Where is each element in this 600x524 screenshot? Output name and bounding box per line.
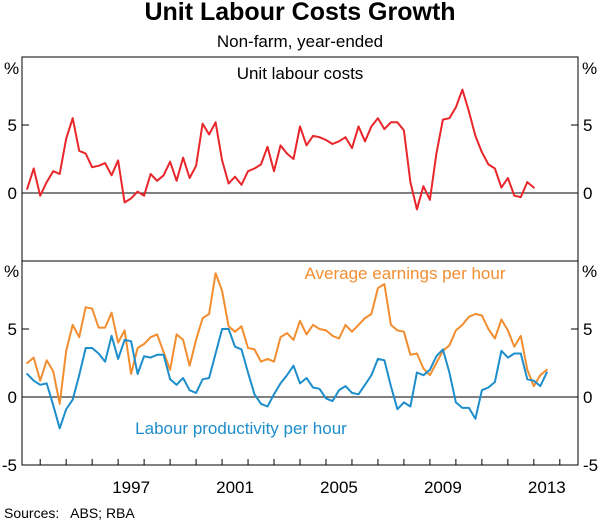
chart-title: Unit Labour Costs Growth — [144, 0, 455, 26]
bottom-ytick-label-right: 0 — [583, 388, 592, 407]
series-line-unit-labour-costs — [26, 88, 535, 211]
chart-subtitle: Non-farm, year-ended — [217, 32, 383, 51]
bottom-ytick-label-left: 5 — [8, 320, 17, 339]
xtick-label: 1997 — [112, 478, 150, 497]
source-note: Sources: ABS; RBA — [4, 505, 135, 521]
series-line-average-earnings-per-hour — [26, 272, 548, 405]
top-ytick-label-left: 0 — [8, 184, 17, 203]
bottom-ytick-label-right: -5 — [583, 456, 598, 475]
top-panel-frame — [21, 56, 579, 262]
top-ytick-label-right: 5 — [583, 116, 592, 135]
bottom-unit-right: % — [582, 262, 597, 281]
bottom-ytick-label-right: 5 — [583, 320, 592, 339]
series-line-labour-productivity-per-hour — [26, 328, 548, 430]
top-unit-right: % — [582, 59, 597, 78]
top-ytick-label-left: 5 — [8, 116, 17, 135]
annotation-labour-productivity: Labour productivity per hour — [135, 419, 347, 438]
bottom-ytick-label-left: 0 — [8, 388, 17, 407]
top-ytick-label-right: 0 — [583, 184, 592, 203]
annotation-average-earnings: Average earnings per hour — [305, 264, 506, 283]
xtick-label: 2001 — [216, 478, 254, 497]
bottom-unit-left: % — [4, 262, 19, 281]
xtick-label: 2013 — [528, 478, 566, 497]
label-layer: 0 0 5 5 -5 -5 0 0 5 5 1997 2001 2005 2009 2013 — [2, 116, 598, 497]
xtick-label: 2005 — [320, 478, 358, 497]
bottom-ytick-label-left: -5 — [2, 456, 17, 475]
grid-layer — [22, 124, 578, 466]
top-unit-left: % — [4, 59, 19, 78]
series-layer — [26, 88, 548, 430]
annotation-unit-labour-costs: Unit labour costs — [237, 64, 364, 83]
xtick-label: 2009 — [424, 478, 462, 497]
